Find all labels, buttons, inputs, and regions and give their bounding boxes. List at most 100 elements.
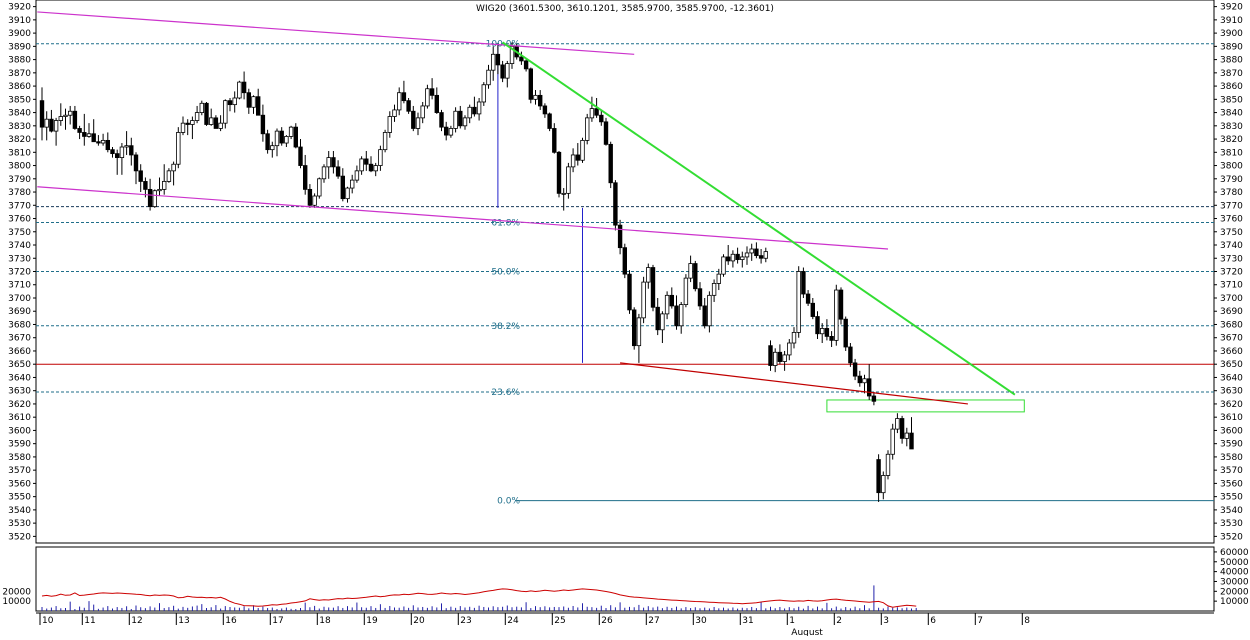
candle-body bbox=[711, 283, 717, 296]
candle-body bbox=[129, 145, 134, 156]
y-tick-label-right: 3670 bbox=[1220, 334, 1243, 344]
candle-body bbox=[364, 158, 369, 165]
candle-body bbox=[885, 453, 891, 476]
candle-body bbox=[538, 94, 543, 107]
x-tick-label: 26 bbox=[601, 616, 613, 626]
candle-body bbox=[429, 88, 435, 96]
y-tick-label-left: 3850 bbox=[8, 95, 31, 105]
candle-body bbox=[787, 342, 792, 356]
candle-body bbox=[899, 418, 905, 439]
candle-body bbox=[547, 113, 552, 129]
candle-body bbox=[143, 181, 148, 190]
candle-body bbox=[467, 106, 472, 119]
x-tick-label: 12 bbox=[131, 616, 142, 626]
y-tick-label-left: 3910 bbox=[8, 16, 31, 26]
candle-body bbox=[721, 256, 726, 275]
y-tick-label-left: 3710 bbox=[8, 281, 31, 291]
y-tick-label-right: 3830 bbox=[1220, 122, 1243, 132]
chart-title: WIG20 (3601.5300, 3610.1201, 3585.9700, … bbox=[476, 4, 774, 14]
candle-body bbox=[852, 362, 858, 377]
candle-body bbox=[702, 305, 707, 327]
volume-tick-label-right: 30000 bbox=[1220, 577, 1249, 587]
candle-body bbox=[293, 126, 298, 148]
y-tick-label-left: 3550 bbox=[8, 493, 31, 503]
candle-body bbox=[232, 97, 237, 106]
candle-body bbox=[829, 335, 834, 341]
candle-body bbox=[392, 109, 397, 117]
y-tick-label-left: 3840 bbox=[8, 109, 31, 119]
candle-body bbox=[820, 328, 825, 335]
y-tick-label-right: 3860 bbox=[1220, 82, 1243, 92]
candle-body bbox=[77, 128, 82, 133]
candle-body bbox=[260, 114, 266, 135]
x-tick-label: 3 bbox=[883, 616, 889, 626]
candle-body bbox=[223, 100, 228, 124]
x-tick-label: 25 bbox=[554, 616, 565, 626]
x-tick-label: 23 bbox=[460, 616, 471, 626]
candle-body bbox=[227, 100, 233, 106]
volume-tick-label-left: 10000 bbox=[2, 597, 31, 607]
y-tick-label-left: 3600 bbox=[8, 426, 31, 436]
x-tick-label: 6 bbox=[930, 616, 936, 626]
y-tick-label-left: 3570 bbox=[8, 466, 31, 476]
candle-body bbox=[834, 289, 839, 341]
candle-body bbox=[91, 133, 96, 143]
candle-body bbox=[180, 122, 186, 133]
candle-body bbox=[434, 94, 439, 113]
candle-body bbox=[44, 118, 49, 128]
y-tick-label-right: 3540 bbox=[1220, 506, 1243, 516]
y-tick-label-left: 3680 bbox=[8, 320, 31, 330]
candle-body bbox=[744, 252, 750, 258]
y-tick-label-right: 3810 bbox=[1220, 148, 1243, 158]
candle-body bbox=[669, 294, 674, 307]
candle-body bbox=[740, 256, 745, 260]
y-tick-label-right: 3870 bbox=[1220, 69, 1243, 79]
candle-body bbox=[265, 133, 270, 151]
candle-body bbox=[453, 110, 458, 129]
y-tick-label-right: 3610 bbox=[1220, 413, 1243, 423]
candle-body bbox=[439, 112, 444, 128]
y-tick-label-left: 3900 bbox=[8, 29, 31, 39]
candle-body bbox=[147, 188, 153, 208]
highlight-box bbox=[826, 399, 1025, 413]
candle-body bbox=[867, 378, 872, 397]
candle-body bbox=[552, 128, 557, 153]
y-tick-label-right: 3650 bbox=[1220, 360, 1243, 370]
candle-body bbox=[317, 178, 322, 197]
y-tick-label-right: 3520 bbox=[1220, 532, 1243, 542]
y-tick-label-right: 3620 bbox=[1220, 400, 1243, 410]
y-tick-label-right: 3730 bbox=[1220, 254, 1243, 264]
candle-body bbox=[490, 53, 496, 71]
y-tick-label-left: 3890 bbox=[8, 42, 31, 52]
candle-body bbox=[396, 92, 402, 111]
y-tick-label-left: 3790 bbox=[8, 175, 31, 185]
candle-body bbox=[481, 84, 486, 103]
candle-body bbox=[589, 108, 595, 119]
volume-moving-average bbox=[41, 588, 917, 608]
candle-body bbox=[354, 170, 360, 181]
fibonacci-label: 38.2% bbox=[491, 322, 520, 332]
candle-body bbox=[575, 154, 580, 161]
candle-body bbox=[895, 418, 900, 430]
candle-body bbox=[519, 56, 524, 62]
candle-body bbox=[683, 277, 689, 306]
candle-body bbox=[241, 81, 247, 94]
candle-body bbox=[909, 432, 914, 450]
candle-body bbox=[523, 60, 529, 70]
y-tick-label-right: 3720 bbox=[1220, 268, 1243, 278]
candle-body bbox=[650, 267, 656, 308]
candle-body bbox=[237, 81, 242, 99]
candle-body bbox=[401, 92, 407, 102]
candle-body bbox=[881, 475, 886, 494]
y-tick-label-left: 3700 bbox=[8, 294, 31, 304]
candle-body bbox=[72, 110, 78, 129]
x-tick-label: 19 bbox=[366, 616, 378, 626]
candle-body bbox=[660, 313, 665, 331]
candle-body bbox=[735, 253, 740, 260]
candle-body bbox=[730, 253, 736, 262]
y-tick-label-right: 3780 bbox=[1220, 188, 1243, 198]
candle-body bbox=[411, 110, 416, 129]
y-tick-label-right: 3910 bbox=[1220, 16, 1243, 26]
